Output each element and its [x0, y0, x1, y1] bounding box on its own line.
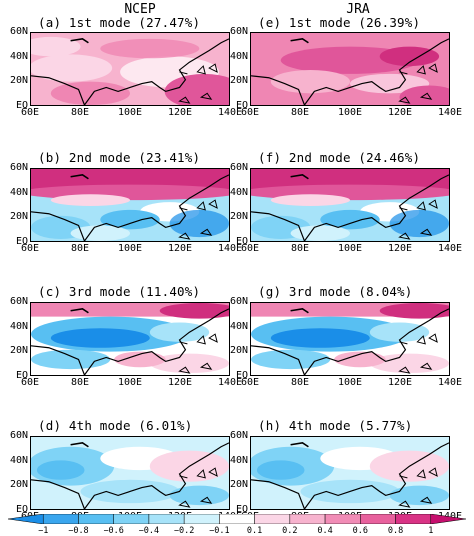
latitude-tick-label: 60N	[9, 296, 28, 307]
colorbar-tick-label: 0.2	[282, 526, 298, 536]
colorbar-tick-label: −0.8	[68, 526, 89, 536]
map-panel	[250, 32, 450, 106]
latitude-tick-label: 60N	[9, 26, 28, 37]
longitude-tick-label: 60E	[240, 377, 260, 388]
latitude-tick-label: 60N	[229, 296, 248, 307]
latitude-tick-label: 20N	[229, 345, 248, 357]
longitude-tick-label: 80E	[70, 377, 90, 388]
longitude-tick-label: 100E	[117, 377, 143, 388]
longitude-tick-label: 140E	[217, 377, 243, 388]
longitude-tick-label: 120E	[387, 107, 413, 118]
longitude-tick-label: 60E	[20, 377, 40, 388]
latitude-tick-label: EQ	[15, 504, 28, 515]
longitude-tick-label: 60E	[240, 107, 260, 118]
panel-title: (g) 3rd mode (8.04%)	[258, 284, 413, 299]
latitude-tick-label: 40N	[9, 186, 28, 198]
colorbar-tick-label: 0.8	[387, 526, 404, 536]
longitude-tick-label: 140E	[437, 107, 463, 118]
latitude-tick-label: 40N	[9, 50, 28, 62]
colorbar-tick-label: 1	[428, 526, 434, 536]
latitude-tick-label: 60N	[229, 26, 248, 37]
panel-title: (h) 4th mode (5.77%)	[258, 418, 413, 433]
latitude-tick-label: EQ	[235, 236, 248, 247]
panel-title: (a) 1st mode (27.47%)	[38, 15, 201, 30]
latitude-tick-label: 40N	[229, 320, 248, 332]
longitude-tick-label: 120E	[387, 243, 413, 254]
panel-title: (f) 2nd mode (24.46%)	[258, 150, 421, 165]
column-title-ncep: NCEP	[124, 2, 156, 17]
latitude-tick-label: 20N	[9, 75, 28, 87]
longitude-tick-label: 60E	[240, 243, 260, 254]
longitude-tick-label: 100E	[337, 243, 363, 254]
colorbar-tick-label: −0.2	[173, 526, 195, 536]
longitude-tick-label: 120E	[167, 377, 193, 388]
longitude-tick-label: 120E	[167, 107, 193, 118]
latitude-tick-label: 20N	[9, 479, 28, 491]
longitude-tick-label: 120E	[167, 243, 193, 254]
latitude-tick-label: 40N	[229, 454, 248, 466]
latitude-tick-label: EQ	[15, 236, 28, 247]
colorbar-tick-label: −0.6	[103, 526, 124, 536]
map-panel	[250, 302, 450, 376]
latitude-tick-label: 20N	[229, 75, 248, 87]
latitude-tick-label: 20N	[9, 211, 28, 223]
map-panel	[30, 32, 230, 106]
colorbar-tick-label: −0.1	[209, 526, 230, 536]
longitude-tick-label: 100E	[117, 243, 143, 254]
map-panel	[30, 436, 230, 510]
colorbar-tick-label: 0.6	[352, 526, 368, 536]
longitude-tick-label: 100E	[337, 377, 363, 388]
longitude-tick-label: 80E	[70, 107, 90, 118]
longitude-tick-label: 80E	[290, 107, 310, 118]
longitude-tick-label: 140E	[437, 243, 463, 254]
longitude-tick-label: 100E	[337, 107, 363, 118]
map-panel	[250, 168, 450, 242]
latitude-tick-label: EQ	[235, 100, 248, 111]
panel-title: (e) 1st mode (26.39%)	[258, 15, 421, 30]
colorbar	[8, 514, 466, 524]
longitude-tick-label: 120E	[387, 377, 413, 388]
colorbar-tick-label: 0.4	[317, 526, 333, 536]
latitude-tick-label: 20N	[9, 345, 28, 357]
latitude-tick-label: 60N	[229, 162, 248, 173]
latitude-tick-label: EQ	[15, 100, 28, 111]
latitude-tick-label: EQ	[235, 370, 248, 381]
longitude-tick-label: 80E	[70, 243, 90, 254]
latitude-tick-label: 40N	[9, 320, 28, 332]
panel-title: (b) 2nd mode (23.41%)	[38, 150, 201, 165]
map-panel	[250, 436, 450, 510]
latitude-tick-label: 60N	[9, 162, 28, 173]
colorbar-tick-label: 0.1	[246, 526, 263, 536]
latitude-tick-label: 20N	[229, 211, 248, 223]
latitude-tick-label: 60N	[229, 430, 248, 441]
latitude-tick-label: EQ	[235, 504, 248, 515]
latitude-tick-label: 40N	[9, 454, 28, 466]
longitude-tick-label: 140E	[217, 243, 243, 254]
colorbar-tick-label: −1	[38, 526, 49, 536]
longitude-tick-label: 60E	[20, 243, 40, 254]
latitude-tick-label: 20N	[229, 479, 248, 491]
map-panel	[30, 302, 230, 376]
column-title-jra: JRA	[346, 2, 370, 17]
latitude-tick-label: 40N	[229, 186, 248, 198]
panel-title: (d) 4th mode (6.01%)	[38, 418, 193, 433]
longitude-tick-label: 80E	[290, 243, 310, 254]
latitude-tick-label: EQ	[15, 370, 28, 381]
panel-title: (c) 3rd mode (11.40%)	[38, 284, 201, 299]
longitude-tick-label: 60E	[20, 107, 40, 118]
longitude-tick-label: 140E	[217, 107, 243, 118]
longitude-tick-label: 140E	[437, 377, 463, 388]
longitude-tick-label: 80E	[290, 377, 310, 388]
latitude-tick-label: 40N	[229, 50, 248, 62]
longitude-tick-label: 100E	[117, 107, 143, 118]
latitude-tick-label: 60N	[9, 430, 28, 441]
map-panel	[30, 168, 230, 242]
colorbar-tick-label: −0.4	[138, 526, 160, 536]
